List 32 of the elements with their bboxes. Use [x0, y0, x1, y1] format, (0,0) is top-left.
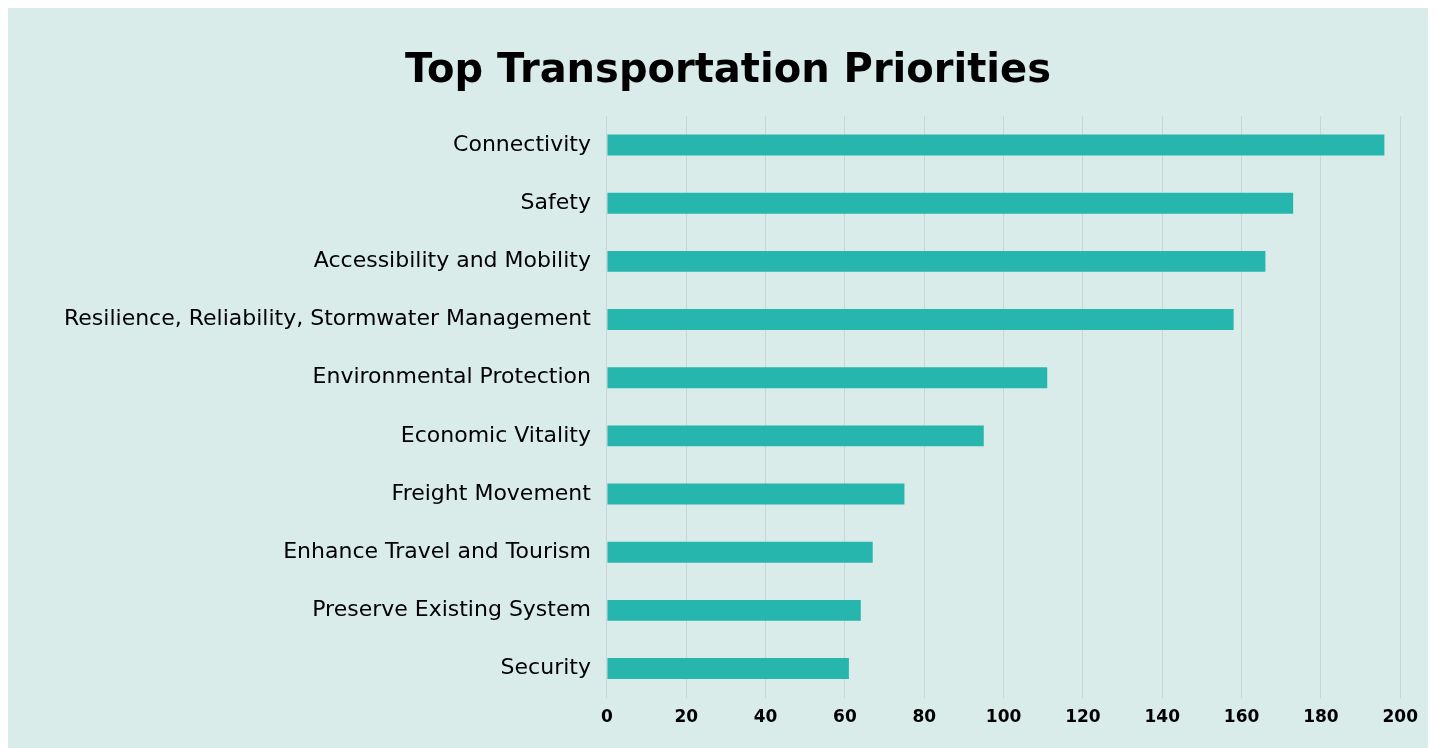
x-tick-label: 180	[1303, 706, 1339, 727]
x-tick-label: 80	[912, 706, 937, 727]
y-tick-label: Preserve Existing System	[312, 596, 591, 622]
bar	[607, 599, 861, 621]
x-tick-label: 0	[601, 706, 614, 727]
x-tick-label: 140	[1144, 706, 1181, 727]
bar	[607, 250, 1266, 272]
x-tick-label: 20	[674, 706, 699, 727]
y-tick-label: Connectivity	[453, 130, 591, 156]
y-tick-label: Resilience, Reliability, Stormwater Management	[64, 305, 592, 331]
y-tick-label: Freight Movement	[391, 479, 592, 505]
bar	[607, 541, 873, 563]
y-tick-label: Security	[500, 654, 591, 680]
bar	[607, 192, 1294, 214]
x-tick-label: 100	[985, 706, 1022, 727]
bar	[607, 658, 849, 679]
chart-title: Top Transportation Priorities	[404, 45, 1052, 92]
bar	[607, 367, 1048, 389]
y-tick-label: Environmental Protection	[312, 363, 591, 389]
y-tick-label: Enhance Travel and Tourism	[283, 537, 591, 563]
x-tick-label: 200	[1382, 706, 1419, 727]
bar	[607, 134, 1385, 156]
x-tick-label: 120	[1065, 706, 1101, 727]
x-tick-label: 60	[833, 706, 857, 727]
x-tick-label: 40	[753, 706, 778, 727]
x-tick-label: 160	[1223, 706, 1260, 727]
bar	[607, 483, 905, 505]
bar	[607, 309, 1234, 331]
y-tick-label: Economic Vitality	[400, 421, 591, 447]
bar	[607, 425, 984, 447]
y-tick-label: Safety	[520, 188, 591, 214]
y-tick-label: Accessibility and Mobility	[313, 247, 591, 273]
